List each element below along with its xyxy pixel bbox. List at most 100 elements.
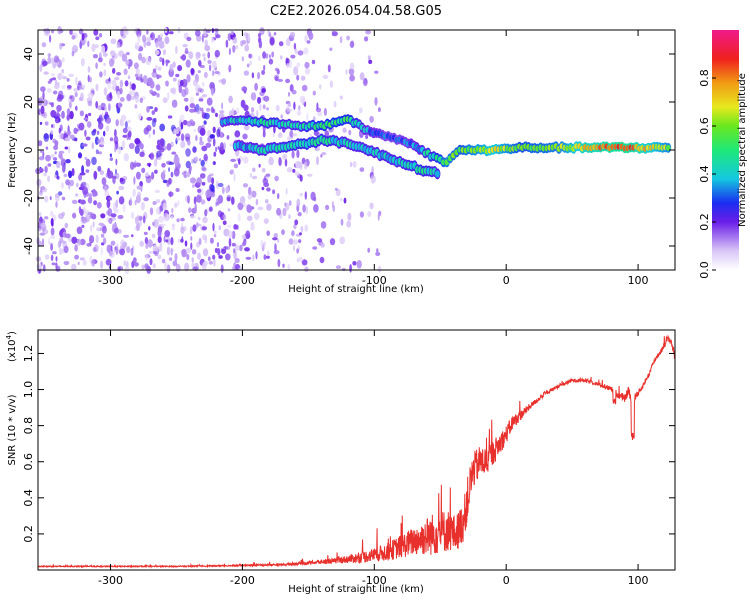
- spectrogram-noise-blob: [41, 238, 45, 247]
- spectrogram-noise-blob: [155, 84, 158, 90]
- spectrogram-noise-blob: [296, 74, 300, 81]
- spectrogram-noise-blob: [156, 74, 162, 79]
- spectrogram-noise-blob: [102, 225, 107, 234]
- spectrogram-noise-blob: [177, 65, 183, 72]
- spectrogram-noise-blob: [68, 101, 72, 109]
- spectrogram-noise-blob: [190, 236, 193, 241]
- spectrogram-noise-blob: [78, 174, 83, 181]
- spectrogram-noise-blob: [149, 258, 153, 266]
- spectrogram-noise-blob: [36, 263, 42, 271]
- spectrogram-noise-blob: [298, 105, 301, 111]
- spectrogram-noise-blob: [42, 60, 48, 66]
- spectrogram-noise-blob: [289, 31, 296, 39]
- spectrogram-noise-blob: [164, 80, 168, 86]
- spectrogram-noise-blob: [81, 33, 85, 41]
- spectrogram-noise-blob: [249, 60, 253, 66]
- spectrogram-noise-blob: [86, 121, 92, 128]
- spectrogram-noise-blob: [201, 167, 207, 172]
- spectrogram-noise-blob: [109, 153, 112, 157]
- spectrogram-noise-blob: [117, 214, 124, 220]
- spectrogram-noise-blob: [91, 259, 96, 267]
- spectrogram-noise-blob: [144, 263, 149, 270]
- spectrogram-noise-blob: [304, 224, 309, 232]
- spectrogram-noise-blob: [133, 176, 136, 185]
- spectrogram-noise-blob: [94, 44, 99, 49]
- spectrogram-noise-blob: [252, 167, 256, 173]
- spectrogram-noise-blob: [339, 197, 343, 202]
- spectrogram-noise-blob: [211, 60, 217, 69]
- spectrogram-noise-blob: [359, 167, 365, 173]
- spectrogram-noise-blob: [221, 102, 224, 110]
- spectrogram-noise-blob: [187, 195, 190, 204]
- spectrogram-noise-blob: [159, 138, 164, 146]
- spectrogram-noise-blob: [239, 244, 243, 252]
- spectrogram-noise-blob: [303, 47, 309, 55]
- spectrogram-noise-blob: [165, 59, 168, 67]
- spectrogram-noise-blob: [186, 171, 191, 178]
- spectrogram-noise-blob: [74, 254, 79, 260]
- spectrogram-noise-blob: [96, 130, 100, 135]
- spectrogram-noise-blob: [121, 53, 128, 62]
- spectrogram-noise-blob: [185, 160, 191, 169]
- spectrogram-noise-blob: [207, 174, 212, 183]
- spectrogram-noise-blob: [186, 36, 192, 42]
- spectrogram-noise-blob: [109, 250, 115, 258]
- spectrogram-noise-blob: [40, 105, 45, 115]
- spectrogram-noise-blob: [237, 213, 241, 222]
- spectrogram-noise-blob: [246, 205, 253, 213]
- spectrogram-noise-blob: [187, 139, 191, 146]
- spectrogram-noise-blob: [299, 192, 304, 197]
- spectrogram-noise-blob: [286, 136, 292, 140]
- spectrogram-noise-blob: [339, 95, 343, 100]
- spectrogram-noise-blob: [347, 212, 352, 221]
- spectrogram-noise-blob: [207, 256, 211, 262]
- spectrogram-noise-blob: [157, 235, 162, 244]
- spectrogram-noise-blob: [115, 119, 119, 127]
- spectrogram-noise-blob: [297, 212, 302, 217]
- spectrogram-noise-blob: [44, 195, 49, 203]
- spectrogram-noise-blob: [188, 207, 192, 214]
- spectrogram-noise-blob: [119, 246, 122, 250]
- spectrogram-noise-blob: [117, 267, 121, 272]
- spectrogram-noise-blob: [181, 54, 187, 61]
- spectrogram-noise-blob: [232, 36, 238, 44]
- spectrogram-noise-blob: [227, 33, 232, 41]
- spectrogram-noise-blob: [159, 56, 163, 63]
- spectrogram-noise-blob: [189, 108, 195, 113]
- spectrogram-noise-blob: [259, 27, 265, 36]
- spectrogram-noise-blob: [50, 153, 55, 159]
- spectrogram-noise-blob: [145, 172, 149, 177]
- spectrogram-noise-blob: [377, 107, 381, 112]
- spectrogram-noise-blob: [213, 234, 217, 238]
- spectrogram-noise-blob: [180, 217, 185, 222]
- spectrogram-noise-blob: [45, 154, 51, 162]
- spectrogram-noise-blob: [242, 183, 249, 188]
- spectrogram-noise-blob: [105, 117, 112, 124]
- spectrogram-noise-blob: [257, 72, 261, 80]
- spectrogram-noise-blob: [38, 156, 45, 161]
- spectrogram-noise-blob: [96, 227, 100, 232]
- spectrogram-noise-blob: [156, 93, 160, 98]
- spectrogram-noise-blob: [257, 206, 264, 211]
- snr-y-tick-label: 0.4: [22, 489, 35, 507]
- spectrogram-noise-blob: [154, 65, 159, 70]
- spectrogram-noise-blob: [271, 51, 275, 58]
- spectrogram-noise-blob: [220, 131, 224, 138]
- spectrogram-noise-blob: [329, 238, 336, 246]
- spectrogram-noise-blob: [275, 76, 278, 82]
- spectrogram-noise-blob: [179, 79, 184, 87]
- spectrogram-noise-blob: [146, 117, 153, 121]
- spectrogram-noise-blob: [107, 170, 114, 179]
- spectrogram-noise-blob: [49, 210, 54, 217]
- spectrogram-noise-blob: [44, 165, 48, 173]
- spectrogram-noise-blob: [232, 44, 236, 53]
- spectrogram-noise-blob: [304, 35, 308, 42]
- spectrogram-noise-blob: [122, 203, 126, 213]
- spectrogram-noise-blob: [304, 67, 310, 75]
- spectrogram-noise-blob: [113, 208, 120, 213]
- spectrogram-noise-blob: [301, 84, 308, 92]
- spectrogram-noise-blob: [300, 226, 304, 233]
- spectrogram-noise-blob: [111, 86, 117, 90]
- spectrogram-noise-blob: [139, 151, 145, 157]
- spectrogram-noise-blob: [263, 218, 269, 225]
